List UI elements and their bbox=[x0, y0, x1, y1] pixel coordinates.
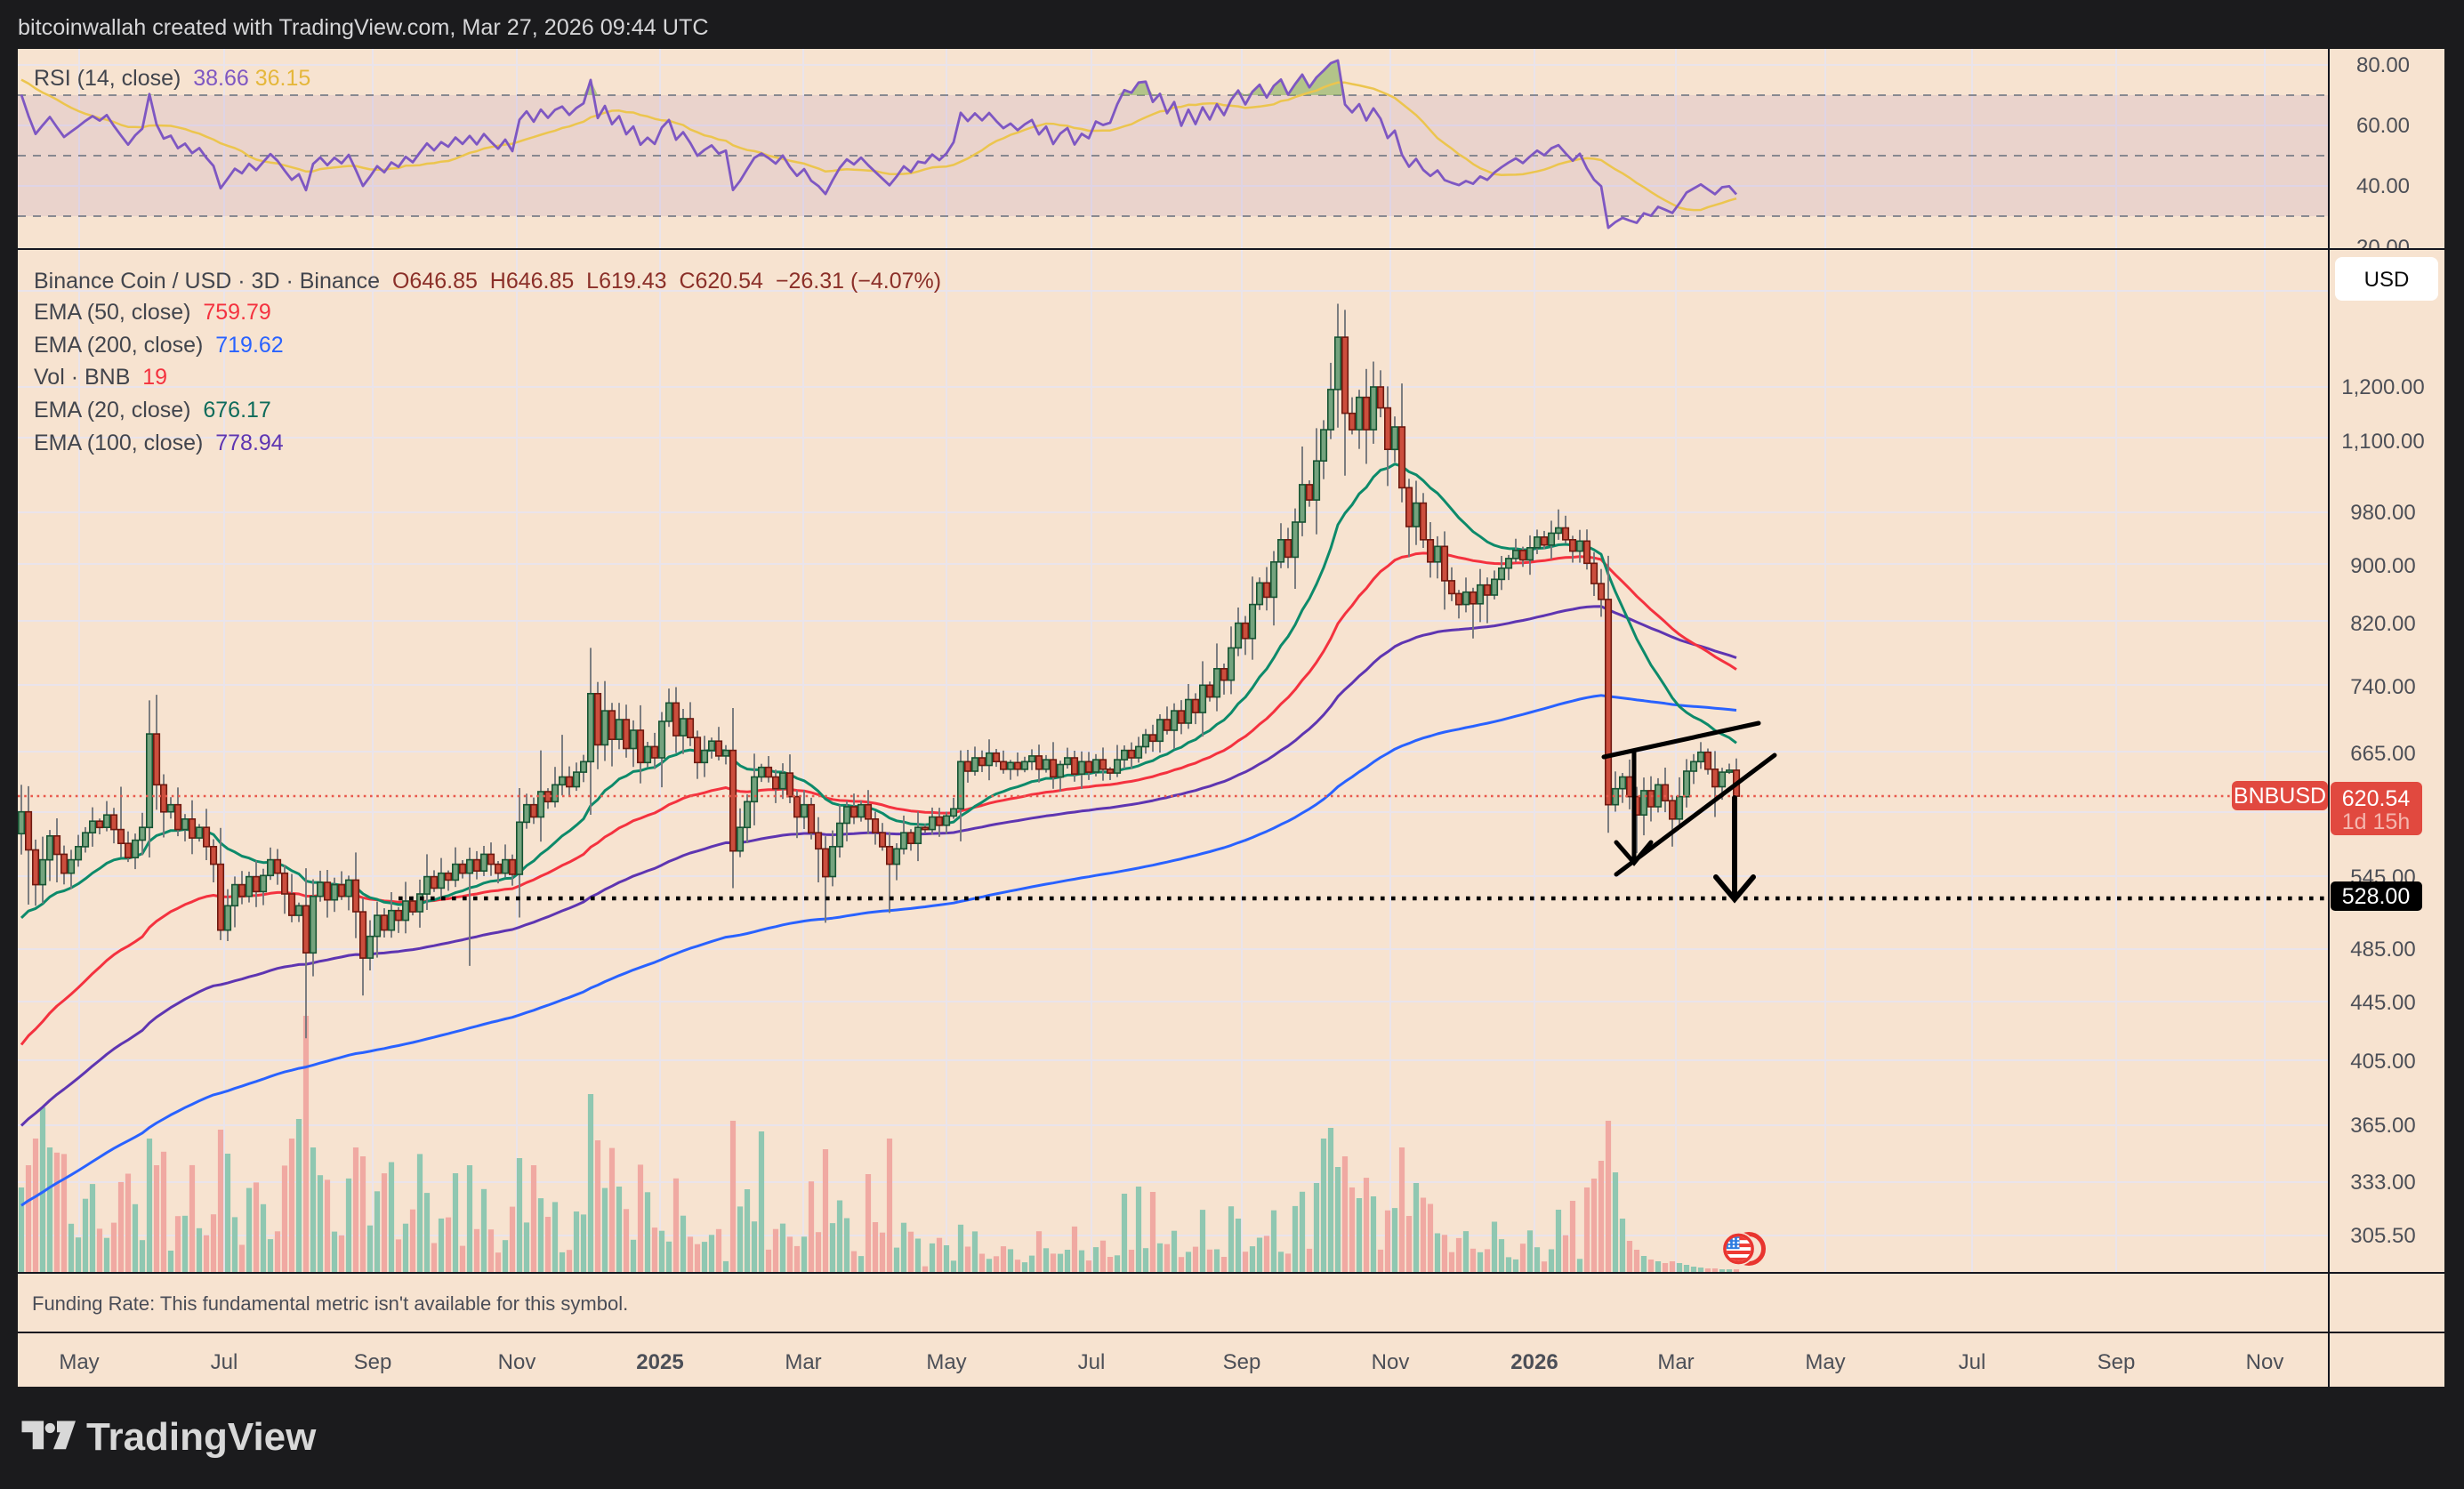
svg-text:Jul: Jul bbox=[1078, 1350, 1106, 1374]
svg-text:May: May bbox=[1805, 1350, 1845, 1374]
svg-text:333.00: 333.00 bbox=[2350, 1171, 2415, 1195]
svg-text:485.00: 485.00 bbox=[2350, 938, 2415, 962]
svg-text:Nov: Nov bbox=[2246, 1350, 2284, 1374]
svg-text:Jul: Jul bbox=[1959, 1350, 1986, 1374]
svg-text:EMA (200, close) 719.62: EMA (200, close) 719.62 bbox=[34, 333, 284, 358]
svg-text:305.50: 305.50 bbox=[2350, 1224, 2415, 1248]
svg-text:Binance Coin / USD · 3D · Bina: Binance Coin / USD · 3D · Binance O646.8… bbox=[34, 269, 941, 294]
svg-text:405.00: 405.00 bbox=[2350, 1050, 2415, 1074]
svg-text:900.00: 900.00 bbox=[2350, 554, 2415, 578]
svg-text:528.00: 528.00 bbox=[2342, 884, 2410, 909]
svg-text:May: May bbox=[59, 1350, 99, 1374]
svg-text:Jul: Jul bbox=[211, 1350, 238, 1374]
svg-text:Funding Rate: This fundamental: Funding Rate: This fundamental metric is… bbox=[32, 1292, 628, 1315]
svg-text:1,200.00: 1,200.00 bbox=[2341, 375, 2424, 399]
svg-text:Nov: Nov bbox=[498, 1350, 536, 1374]
svg-text:Vol · BNB 19: Vol · BNB 19 bbox=[34, 365, 167, 390]
svg-text:Mar: Mar bbox=[1657, 1350, 1694, 1374]
svg-text:EMA (50, close) 759.79: EMA (50, close) 759.79 bbox=[34, 300, 271, 325]
svg-text:1,100.00: 1,100.00 bbox=[2341, 430, 2424, 454]
svg-text:RSI (14, close) 38.66 36.15: RSI (14, close) 38.66 36.15 bbox=[34, 66, 310, 91]
svg-text:2026: 2026 bbox=[1510, 1350, 1558, 1374]
svg-text:May: May bbox=[926, 1350, 966, 1374]
svg-text:620.54: 620.54 bbox=[2342, 786, 2411, 811]
svg-text:1d 15h: 1d 15h bbox=[2342, 809, 2410, 834]
svg-text:20.00: 20.00 bbox=[2356, 236, 2410, 260]
svg-text:740.00: 740.00 bbox=[2350, 675, 2415, 699]
svg-text:665.00: 665.00 bbox=[2350, 742, 2415, 766]
svg-text:60.00: 60.00 bbox=[2356, 114, 2410, 138]
svg-text:365.00: 365.00 bbox=[2350, 1114, 2415, 1138]
svg-text:USD: USD bbox=[2364, 268, 2410, 292]
svg-text:Sep: Sep bbox=[1223, 1350, 1261, 1374]
svg-text:445.00: 445.00 bbox=[2350, 991, 2415, 1015]
svg-text:40.00: 40.00 bbox=[2356, 174, 2410, 198]
svg-text:Sep: Sep bbox=[354, 1350, 392, 1374]
svg-text:EMA (100, close) 778.94: EMA (100, close) 778.94 bbox=[34, 431, 284, 455]
svg-text:980.00: 980.00 bbox=[2350, 501, 2415, 525]
svg-text:Mar: Mar bbox=[785, 1350, 821, 1374]
svg-text:Sep: Sep bbox=[2098, 1350, 2136, 1374]
svg-text:Nov: Nov bbox=[1372, 1350, 1410, 1374]
svg-text:80.00: 80.00 bbox=[2356, 53, 2410, 77]
svg-text:2025: 2025 bbox=[636, 1350, 683, 1374]
svg-text:820.00: 820.00 bbox=[2350, 612, 2415, 636]
svg-text:TradingView: TradingView bbox=[86, 1415, 317, 1459]
svg-text:bitcoinwallah created with Tra: bitcoinwallah created with TradingView.c… bbox=[18, 15, 709, 40]
svg-text:BNBUSD: BNBUSD bbox=[2234, 784, 2326, 809]
svg-text:EMA (20, close) 676.17: EMA (20, close) 676.17 bbox=[34, 398, 271, 423]
